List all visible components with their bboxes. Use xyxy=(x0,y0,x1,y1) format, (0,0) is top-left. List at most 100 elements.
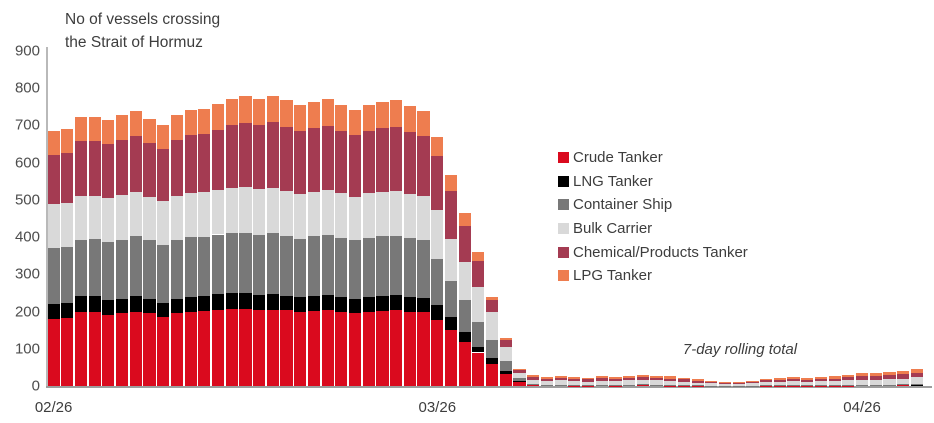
bar-segment-lpg-tanker xyxy=(814,377,828,379)
bar-segment-chemical-products-tanker xyxy=(828,378,841,382)
bar-segment-chemical-products-tanker xyxy=(335,131,348,194)
bar-segment-lng-tanker xyxy=(362,296,375,312)
bar-segment-crude-tanker xyxy=(321,310,334,386)
bar-segment-lpg-tanker xyxy=(732,382,745,383)
bar-segment-lng-tanker xyxy=(307,295,321,311)
bar-segment-crude-tanker xyxy=(472,352,485,386)
bar-segment-chemical-products-tanker xyxy=(239,123,252,188)
bar-segment-container-ship xyxy=(869,384,882,386)
bar-segment-container-ship xyxy=(280,235,293,296)
bar-segment-chemical-products-tanker xyxy=(801,379,814,382)
bar-segment-lpg-tanker xyxy=(431,137,444,156)
bar-segment-chemical-products-tanker xyxy=(184,135,197,194)
bar-segment-lpg-tanker xyxy=(184,110,197,136)
bar-segment-chemical-products-tanker xyxy=(650,377,663,381)
bar-segment-lpg-tanker xyxy=(623,375,636,378)
bar-segment-container-ship xyxy=(335,237,348,297)
bar-segment-container-ship xyxy=(74,240,88,296)
bar-segment-bulk-carrier xyxy=(855,379,869,385)
bar-segment-bulk-carrier xyxy=(184,193,197,238)
bar-segment-container-ship xyxy=(239,232,252,293)
bar-segment-lpg-tanker xyxy=(883,371,896,376)
bar-segment-crude-tanker xyxy=(417,312,430,386)
bar-segment-chemical-products-tanker xyxy=(609,378,622,382)
bar-segment-lpg-tanker xyxy=(897,371,910,375)
bar-segment-lpg-tanker xyxy=(376,102,389,129)
legend-swatch-icon xyxy=(558,199,569,211)
bar-segment-lpg-tanker xyxy=(718,381,732,383)
bar-segment-bulk-carrier xyxy=(170,195,183,240)
bar-segment-lpg-tanker xyxy=(527,374,540,378)
bar-segment-bulk-carrier xyxy=(47,203,60,249)
bar-segment-container-ship xyxy=(472,321,485,348)
bar-segment-lpg-tanker xyxy=(705,380,718,382)
bar-segment-chemical-products-tanker xyxy=(773,379,786,382)
bar-segment-crude-tanker xyxy=(650,385,663,386)
bar-segment-lng-tanker xyxy=(280,295,293,311)
bar-segment-container-ship xyxy=(211,234,225,295)
bar-segment-lng-tanker xyxy=(431,304,444,321)
bar-segment-lpg-tanker xyxy=(321,99,334,126)
bar-segment-chemical-products-tanker xyxy=(390,126,403,191)
bar-segment-lng-tanker xyxy=(239,292,252,309)
bar-segment-lpg-tanker xyxy=(650,375,663,378)
bar-segment-lng-tanker xyxy=(253,294,266,310)
bar-segment-bulk-carrier xyxy=(595,380,608,385)
bar-segment-lpg-tanker xyxy=(239,96,252,124)
bar-segment-bulk-carrier xyxy=(390,190,403,236)
bar-segment-container-ship xyxy=(253,234,266,295)
bar-segment-lng-tanker xyxy=(198,295,211,311)
bar-segment-bulk-carrier xyxy=(444,238,458,282)
bar-segment-lng-tanker xyxy=(74,295,88,312)
bar-segment-bulk-carrier xyxy=(88,196,101,240)
bar-segment-chemical-products-tanker xyxy=(198,133,211,193)
bar-segment-lpg-tanker xyxy=(280,100,293,127)
bar-segment-bulk-carrier xyxy=(910,377,923,384)
legend: Crude Tanker LNG Tanker Container Ship Bulk… xyxy=(558,146,748,288)
y-axis-tick-label: 500 xyxy=(14,191,40,209)
y-axis-tick-label: 700 xyxy=(14,116,40,134)
bar-segment-lpg-tanker xyxy=(390,100,403,127)
bar-segment-bulk-carrier xyxy=(102,198,115,242)
bar-segment-chemical-products-tanker xyxy=(910,372,923,378)
bar-segment-chemical-products-tanker xyxy=(294,131,307,194)
bar-segment-bulk-carrier xyxy=(307,191,321,237)
bar-segment-container-ship xyxy=(609,384,622,386)
bar-segment-container-ship xyxy=(170,239,183,299)
bar-segment-chemical-products-tanker xyxy=(458,225,471,263)
bar-segment-bulk-carrier xyxy=(869,379,882,385)
bar-segment-crude-tanker xyxy=(636,385,649,386)
bar-segment-chemical-products-tanker xyxy=(280,126,293,191)
bar-segment-lpg-tanker xyxy=(294,104,307,132)
bar-segment-crude-tanker xyxy=(485,363,499,386)
bar-segment-container-ship xyxy=(348,240,362,299)
bar-segment-container-ship xyxy=(417,240,430,299)
x-axis-tick-label: 03/26 xyxy=(418,399,457,416)
bar-segment-bulk-carrier xyxy=(431,210,444,260)
bar-segment-bulk-carrier xyxy=(623,380,636,385)
bar-segment-lng-tanker xyxy=(513,381,526,383)
bar-segment-lpg-tanker xyxy=(636,374,649,378)
bar-segment-lpg-tanker xyxy=(444,174,458,192)
bar-segment-container-ship xyxy=(390,235,403,296)
bar-segment-bulk-carrier xyxy=(897,378,910,385)
bar-segment-bulk-carrier xyxy=(691,382,704,386)
bar-segment-container-ship xyxy=(129,236,142,296)
legend-label: Bulk Carrier xyxy=(573,220,653,238)
bar-segment-chemical-products-tanker xyxy=(869,376,882,380)
bar-segment-chemical-products-tanker xyxy=(855,376,869,380)
bar-segment-crude-tanker xyxy=(897,385,910,386)
bar-segment-chemical-products-tanker xyxy=(787,378,800,382)
bar-segment-container-ship xyxy=(540,384,553,386)
bar-segment-crude-tanker xyxy=(225,308,238,386)
bar-segment-container-ship xyxy=(225,233,238,294)
bar-segment-chemical-products-tanker xyxy=(129,135,142,193)
bar-segment-crude-tanker xyxy=(554,385,567,386)
bar-segment-bulk-carrier xyxy=(417,196,430,241)
bar-segment-crude-tanker xyxy=(335,311,348,386)
bar-segment-lpg-tanker xyxy=(307,102,321,129)
legend-item-lpg-tanker: LPG Tanker xyxy=(558,264,748,288)
bar-segment-lng-tanker xyxy=(61,303,74,319)
bar-segment-lpg-tanker xyxy=(581,377,595,380)
y-axis-tick-label: 900 xyxy=(14,42,40,60)
